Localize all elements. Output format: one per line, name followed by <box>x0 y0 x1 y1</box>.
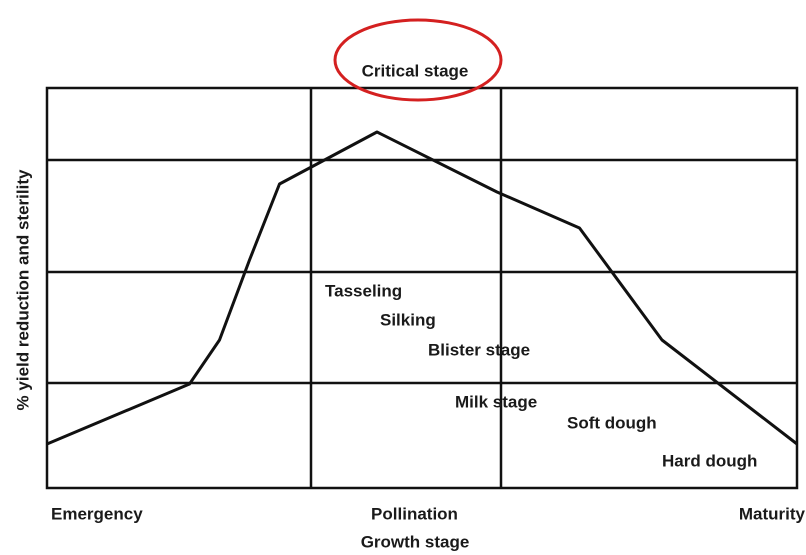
stage-annotation: Silking <box>380 310 436 329</box>
x-tick-label: Emergency <box>51 504 143 523</box>
plot-frame <box>45 86 799 490</box>
highlight-label: Critical stage <box>362 61 469 80</box>
y-axis-label: % yield reduction and sterility <box>13 169 32 410</box>
stage-annotation: Blister stage <box>428 340 530 359</box>
x-axis-label: Growth stage <box>361 532 470 551</box>
stage-annotation: Tasseling <box>325 281 402 300</box>
x-tick-label: Maturity <box>739 504 806 523</box>
data-line <box>46 130 798 446</box>
x-tick-label: Pollination <box>371 504 458 523</box>
stage-annotation: Soft dough <box>567 413 657 432</box>
stage-annotation: Milk stage <box>455 392 537 411</box>
highlight-ellipse <box>333 18 503 102</box>
stage-annotation: Hard dough <box>662 451 757 470</box>
